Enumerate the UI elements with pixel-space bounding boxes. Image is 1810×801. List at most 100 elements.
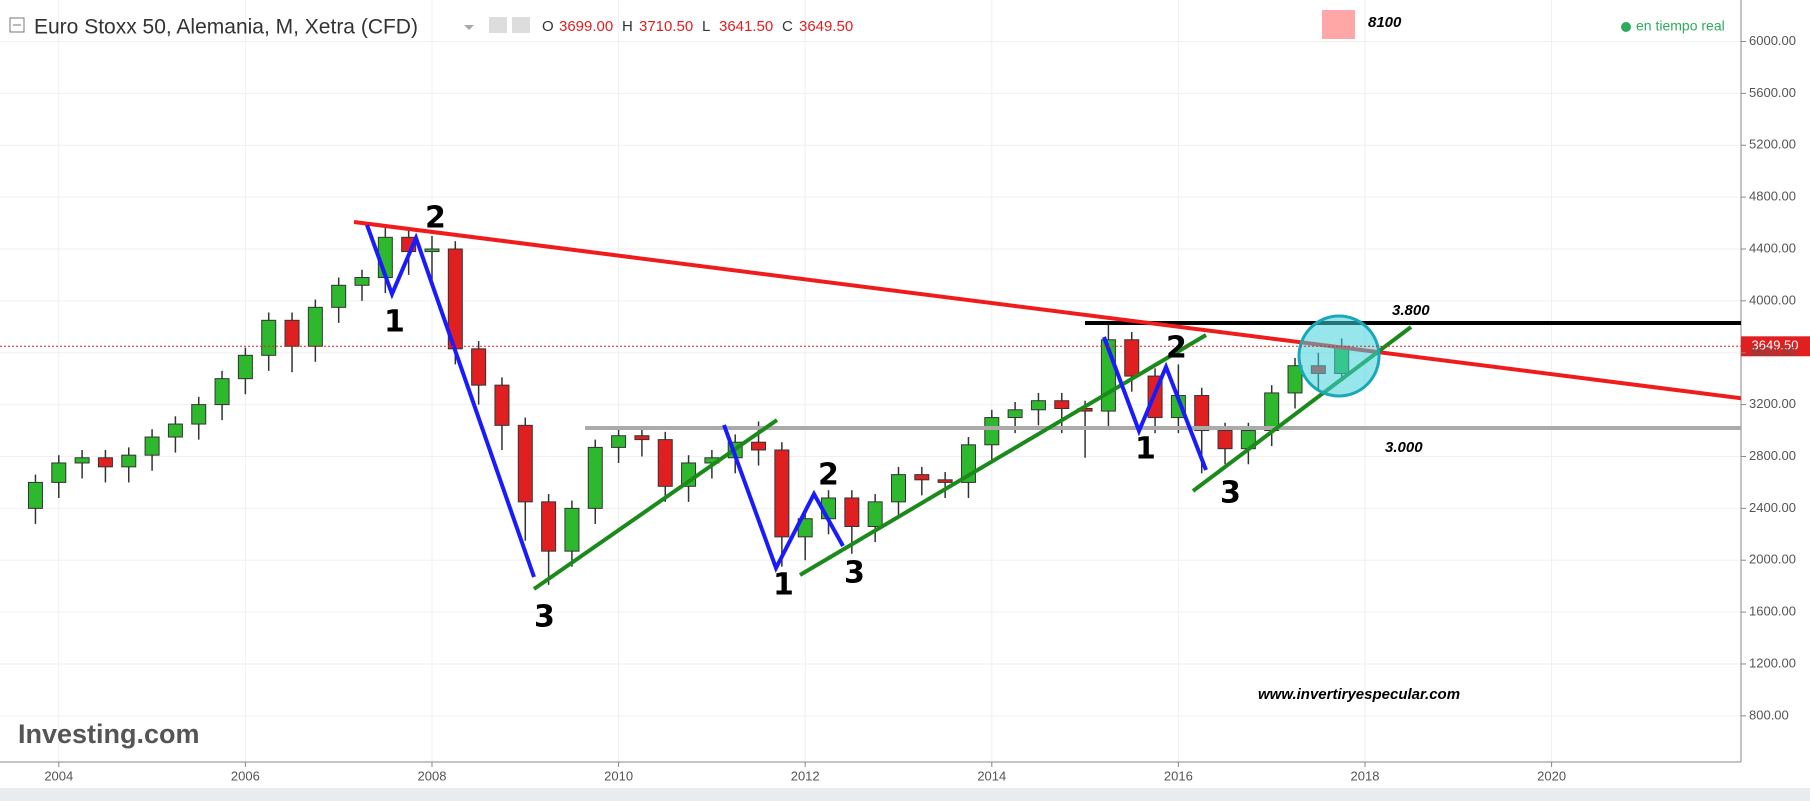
wave-label: 1 (773, 568, 794, 603)
wave-labels: 2 1 3 1 2 3 1 2 3 (384, 201, 1241, 635)
ohlc-value: 3699.00 (559, 18, 613, 35)
x-tick-label: 2014 (977, 768, 1006, 783)
candle-body (564, 507, 580, 552)
candle-body (890, 474, 906, 503)
wave-label: 3 (844, 556, 865, 591)
x-tick-label: 2012 (791, 768, 820, 783)
x-tick-label: 2006 (231, 768, 260, 783)
candle-body (541, 501, 557, 552)
wave-label: 1 (1135, 432, 1156, 467)
candle-body (1287, 365, 1303, 394)
y-tick-label: 2000.00 (1749, 552, 1796, 567)
x-tick-label: 2008 (418, 768, 447, 783)
channel-line (798, 333, 1208, 577)
wave-label: 2 (818, 458, 839, 493)
highlight-circle (1297, 314, 1381, 398)
candle-body (424, 248, 440, 253)
candle-body (587, 446, 603, 509)
collapse-icon[interactable] (9, 17, 25, 33)
candle-body (471, 348, 487, 386)
ohlc-key: L (702, 18, 710, 35)
wave-line (365, 224, 536, 578)
annotation: 3.800 (1392, 302, 1430, 319)
candles (27, 226, 1350, 585)
y-tick-label: 1200.00 (1749, 655, 1796, 670)
y-tick-label: 3200.00 (1749, 396, 1796, 411)
dropdown-arrow[interactable] (464, 25, 474, 30)
last-price-label: 3649.50 (1752, 338, 1799, 353)
candle-body (494, 384, 510, 426)
wave-label: 3 (1220, 476, 1241, 511)
candle-body (984, 417, 1000, 446)
watermark: www.invertiryespecular.com (1258, 686, 1460, 703)
ohlc-value: 3710.50 (639, 18, 693, 35)
y-tick-label: 4400.00 (1749, 240, 1796, 255)
ohlc-key: H (622, 18, 633, 35)
candle-body (214, 378, 230, 406)
candle-body (611, 435, 627, 448)
candle-body (937, 479, 953, 483)
eye-icon[interactable] (489, 17, 507, 33)
channel-line (532, 418, 779, 591)
wave-line (722, 424, 845, 573)
x-tick-label: 2020 (1537, 768, 1566, 783)
bottom-toolbar (0, 788, 1810, 801)
candle-body (1264, 392, 1280, 432)
symbol-title: Euro Stoxx 50, Alemania, M, Xetra (CFD) (34, 16, 418, 39)
x-tick-label: 2016 (1164, 768, 1193, 783)
candle-body (261, 319, 277, 356)
candle-body (634, 435, 650, 441)
x-tick-label: 2018 (1351, 768, 1380, 783)
candle-body (167, 423, 183, 438)
ohlc-value: 3649.50 (799, 18, 853, 35)
candle-body (237, 354, 253, 380)
candle-body (1194, 395, 1210, 432)
ohlc-value: 3641.50 (719, 18, 773, 35)
wave-label: 1 (384, 305, 405, 340)
candle-body (191, 404, 207, 425)
candle-body (74, 457, 90, 464)
y-tick-label: 5200.00 (1749, 137, 1796, 152)
x-tick-label: 2004 (44, 768, 73, 783)
color-swatch (1322, 10, 1355, 39)
settings-icon[interactable] (512, 17, 530, 33)
x-tick-label: 2010 (604, 768, 633, 783)
candle-body (867, 501, 883, 528)
candle-body (1124, 339, 1140, 377)
candle-body (657, 439, 673, 487)
y-tick-label: 5600.00 (1749, 85, 1796, 100)
candle-body (121, 454, 137, 468)
wave-label: 2 (425, 201, 446, 236)
candle-body (354, 277, 370, 286)
candle-body (144, 436, 160, 456)
annotation: 3.000 (1385, 439, 1423, 456)
candle-body (1217, 430, 1233, 450)
candle-body (331, 284, 347, 308)
candle-body (517, 424, 533, 503)
annotation: 8100 (1368, 14, 1402, 31)
ohlc-key: O (542, 18, 554, 35)
status-text: en tiempo real (1636, 18, 1725, 34)
candle-body (914, 474, 930, 481)
candle-body (1030, 400, 1046, 411)
logo: Investing.com (18, 719, 200, 749)
ohlc-values: O 3699.00 H 3710.50 L 3641.50 C 3649.50 (542, 18, 853, 35)
candle-body (844, 497, 860, 528)
wave-label: 3 (534, 600, 555, 635)
candle-body (307, 306, 323, 347)
wave-line (1102, 336, 1208, 471)
candle-body (751, 441, 767, 451)
candle-body (284, 319, 300, 347)
candle-body (27, 481, 43, 509)
wave-label: 2 (1166, 331, 1187, 366)
candle-body (97, 457, 113, 468)
candle-body (1054, 400, 1070, 409)
last-price-box (1741, 336, 1810, 357)
y-tick-label: 1600.00 (1749, 604, 1796, 619)
y-tick-label: 4000.00 (1749, 292, 1796, 307)
y-tick-label: 6000.00 (1749, 33, 1796, 48)
drawings (353, 220, 1741, 591)
y-tick-label: 2400.00 (1749, 500, 1796, 515)
